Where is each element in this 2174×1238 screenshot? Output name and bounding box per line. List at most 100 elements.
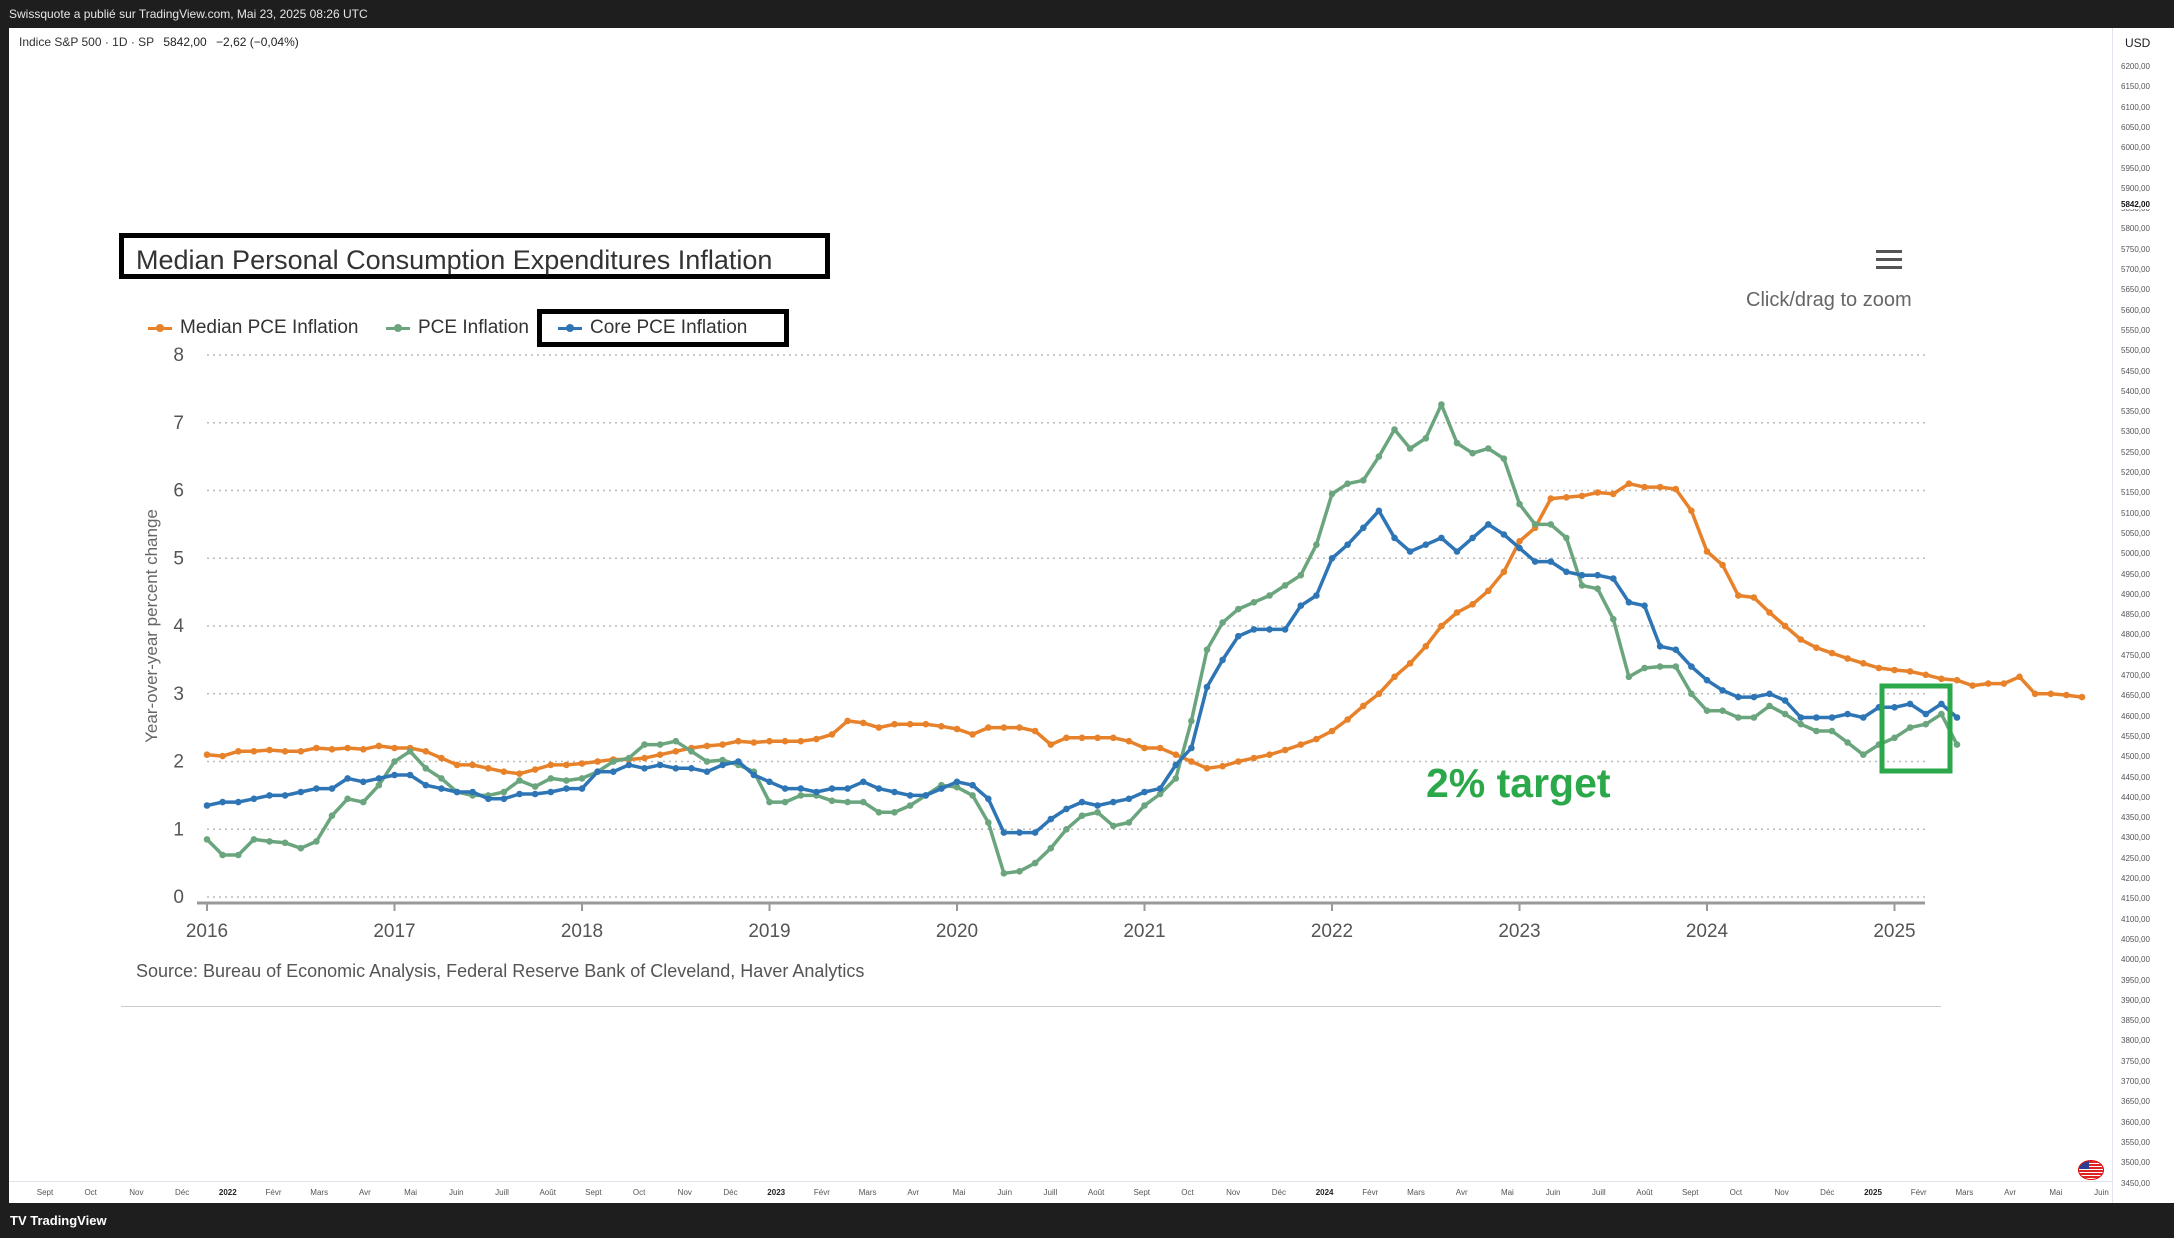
price-tick: 3800,00 [2121,1036,2150,1046]
time-tick: Avr [1455,1188,1468,1197]
data-point [469,788,476,796]
data-point [1766,609,1773,616]
data-point [688,748,695,755]
data-point [438,754,445,762]
data-point [1297,571,1305,579]
zoom-hint: Click/drag to zoom [1746,289,1912,311]
price-tick: 5000,00 [2121,549,2150,559]
data-point [1750,714,1758,721]
time-tick: Juin [2094,1188,2109,1197]
data-point [1610,490,1617,498]
data-point [391,771,398,779]
data-point [672,748,680,755]
data-point [1500,455,1508,463]
data-point [781,798,789,806]
time-tick: Juin [448,1188,464,1197]
data-point [1375,453,1383,460]
data-point [1219,656,1226,664]
data-point [1735,714,1742,721]
data-point [1453,609,1461,616]
data-point [1203,683,1211,691]
y-tick-label: 1 [173,819,184,840]
price-tick: 3550,00 [2121,1137,2150,1147]
data-point [1156,785,1164,792]
chart-pane[interactable]: Indice S&P 500 · 1D · SP 5842,00 −2,62 (… [9,28,2112,1203]
data-point [1281,626,1289,633]
price-tick: 5600,00 [2121,305,2150,315]
source-note: Source: Bureau of Economic Analysis, Fed… [136,961,865,981]
data-point [1703,707,1711,714]
data-point [391,744,398,752]
data-point [1688,507,1695,515]
data-point [625,754,633,762]
price-tick: 4800,00 [2121,630,2150,640]
data-point [360,778,367,786]
data-point [547,775,555,782]
data-point [1453,439,1461,447]
time-tick: 2024 [1315,1188,1334,1197]
data-point [1047,815,1055,823]
symbol-legend[interactable]: Indice S&P 500 · 1D · SP 5842,00 −2,62 (… [19,35,299,49]
data-point [1719,687,1726,694]
data-point [1922,710,1930,718]
data-point [1360,702,1367,710]
symbol-name: Indice S&P 500 · 1D · SP [19,35,154,49]
data-point [516,770,523,777]
price-axis[interactable]: USD 6200,00 6150,00 6100,00 6050,00 6000,00 5… [2112,28,2174,1203]
us-flag-icon[interactable] [2078,1160,2104,1180]
price-tick: 3850,00 [2121,1016,2150,1026]
data-point [1203,765,1211,772]
data-point [1438,401,1445,408]
time-tick: Mai [2049,1188,2063,1197]
data-point [1656,643,1664,650]
data-point [485,765,492,772]
data-point [906,802,914,809]
data-point [1828,714,1836,721]
data-point [750,771,758,779]
price-tick: 5400,00 [2121,386,2150,396]
data-point [2031,690,2039,698]
data-point [1781,710,1789,718]
time-tick: Sept [36,1188,54,1197]
data-point [953,725,961,733]
y-tick-label: 2 [173,752,184,773]
time-tick: Déc [174,1188,190,1197]
data-point [828,785,836,792]
data-point [610,758,617,765]
legend-dot [156,324,164,332]
data-point [1297,602,1305,609]
time-axis[interactable]: Sept Oct Nov Déc 2022 Févr Mars Avr Mai Juin Juill… [9,1181,2112,1204]
data-point [1531,521,1539,528]
time-tick: Mai [1500,1188,1514,1197]
y-tick-label: 8 [173,345,184,366]
data-point [1188,758,1195,765]
legend-dot [566,324,574,332]
data-point [828,731,836,738]
data-point [1485,587,1492,595]
price-tick: 5050,00 [2121,528,2150,538]
data-point [1625,480,1633,488]
data-point [2063,691,2070,699]
tradingview-logo[interactable]: TV TradingView [10,1213,107,1228]
hamburger-menu-icon[interactable] [1876,250,1902,272]
data-point [235,798,242,806]
data-point [1750,693,1758,701]
price-tick: 4100,00 [2121,914,2150,924]
data-point [1641,602,1648,609]
currency-label[interactable]: USD [2125,36,2151,50]
time-tick: Déc [1820,1188,1835,1197]
price-tick: 6100,00 [2121,102,2150,112]
data-point [1110,734,1117,742]
data-point [1000,870,1008,877]
time-tick: Mars [1407,1188,1425,1197]
time-tick: Mars [310,1188,329,1197]
data-point [1719,707,1726,714]
data-point [1485,445,1492,452]
data-point [1172,751,1180,758]
data-point [313,785,320,792]
data-point [1188,744,1195,752]
data-point [1813,714,1820,721]
y-axis-label: Year-over-year percent change [142,509,161,743]
data-point [953,778,961,786]
